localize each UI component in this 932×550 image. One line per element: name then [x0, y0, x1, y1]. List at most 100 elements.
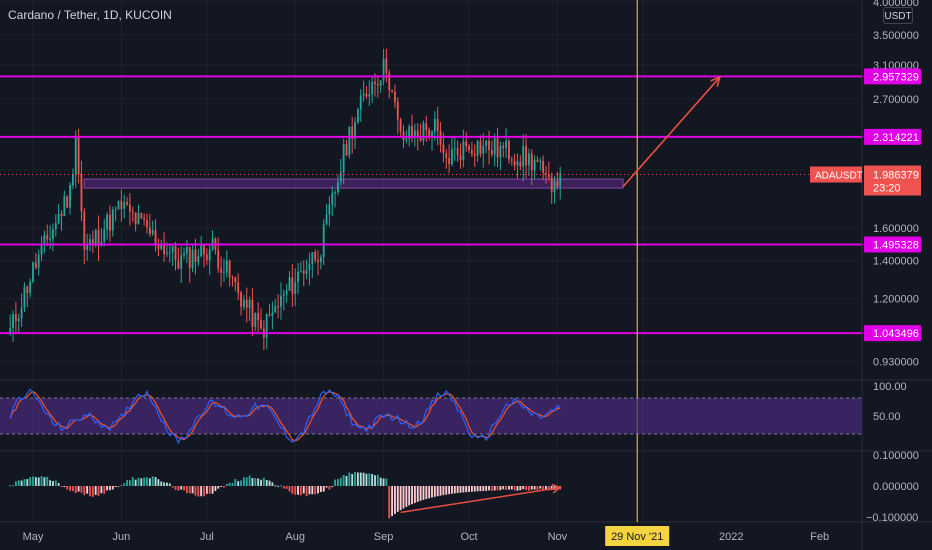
candle-body	[337, 182, 339, 193]
candle-body	[77, 137, 80, 175]
horizontal-levels	[0, 75, 862, 335]
currency-button[interactable]: USDT	[883, 7, 913, 24]
macd-bar	[311, 486, 314, 495]
macd-bar	[533, 486, 536, 490]
stoch-d-line	[9, 390, 561, 442]
candle-body	[168, 252, 171, 254]
candle-body	[257, 313, 260, 321]
macd-bar	[240, 480, 242, 486]
macd-bar	[74, 486, 77, 494]
macd-bar	[148, 478, 151, 486]
macd-bar	[408, 486, 411, 506]
future-date-label: 29 Nov '21	[611, 531, 663, 543]
candle-body	[436, 118, 439, 131]
macd-bar	[468, 486, 470, 492]
macd-bar	[288, 486, 291, 492]
level-price-badge	[864, 236, 921, 253]
macd-bar	[519, 486, 522, 491]
macd-bar	[194, 486, 197, 496]
macd-bar	[131, 477, 134, 486]
candle-body	[180, 255, 183, 269]
macd-bar	[294, 486, 297, 495]
macd-bar	[359, 472, 362, 486]
macd-bar	[322, 486, 325, 492]
symbol-title: Cardano / Tether, 1D, KUCOIN	[8, 8, 172, 22]
candle-body	[371, 81, 374, 95]
candle-body	[539, 160, 542, 162]
candle-body	[314, 252, 317, 261]
macd-bar	[422, 486, 425, 500]
macd-bar	[71, 486, 74, 492]
level-price-label: 1.495328	[873, 240, 919, 252]
time-tick-label: Nov	[548, 531, 568, 543]
candle-body	[114, 209, 117, 211]
macd-bar	[348, 472, 351, 486]
level-price-label: 1.043496	[873, 328, 919, 340]
macd-bar	[69, 486, 71, 491]
candle-body	[137, 212, 140, 225]
candle-body	[433, 118, 436, 132]
macd-bar	[97, 486, 100, 496]
price-tick-label: 3.500000	[873, 30, 919, 42]
candle-body	[106, 214, 109, 230]
macd-bar	[505, 486, 508, 491]
candle-body	[319, 257, 322, 263]
macd-bar	[83, 486, 86, 496]
candle-body	[111, 209, 114, 231]
candle-body	[277, 305, 280, 307]
candle-body	[479, 141, 482, 154]
macd-bar	[268, 480, 271, 486]
macd-bar	[382, 478, 385, 486]
candle-body	[225, 260, 228, 272]
macd-bar	[203, 486, 205, 497]
candle-body	[382, 58, 385, 81]
macd-bar	[63, 486, 66, 487]
candle-body	[439, 130, 442, 145]
macd-bar	[214, 486, 217, 492]
candle-body	[120, 200, 123, 209]
stoch-tick-label: 50.00	[873, 411, 901, 423]
candle-body	[473, 154, 476, 156]
macd-bar	[488, 486, 490, 491]
macd-bar	[60, 486, 63, 487]
macd-bar	[225, 483, 228, 486]
macd-bar	[547, 486, 550, 491]
candle-body	[533, 159, 536, 171]
candle-body	[305, 270, 308, 274]
candle-body	[348, 126, 351, 156]
candle-body	[265, 314, 268, 338]
candle-body	[328, 204, 331, 215]
candle-body	[134, 212, 137, 225]
macd-bar	[66, 486, 69, 490]
time-tick-label: Feb	[810, 531, 829, 543]
price-tick-label: 1.600000	[873, 223, 919, 235]
candle-body	[422, 123, 425, 141]
candle-body	[294, 282, 297, 294]
macd-bar	[188, 486, 191, 494]
candle-body	[14, 314, 17, 322]
macd-bar	[416, 486, 419, 502]
candle-body	[131, 211, 134, 213]
macd-bar	[32, 476, 34, 486]
candle-body	[451, 149, 453, 165]
candle-body	[419, 137, 422, 141]
macd-bar	[46, 476, 49, 486]
candle-body	[63, 196, 66, 217]
candle-body	[203, 243, 205, 255]
macd-bar	[9, 485, 12, 487]
macd-bar	[217, 486, 220, 489]
candle-body	[200, 243, 203, 257]
candle-body	[83, 211, 86, 250]
candle-body	[299, 270, 302, 272]
macd-bar	[245, 477, 248, 486]
macd-bar	[362, 472, 365, 486]
candle-body	[505, 140, 508, 149]
macd-bar	[168, 483, 171, 486]
candle-body	[237, 282, 240, 293]
level-price-badge	[864, 128, 921, 145]
candle-body	[456, 148, 459, 156]
candle-body	[513, 160, 516, 166]
candle-body	[194, 249, 197, 262]
